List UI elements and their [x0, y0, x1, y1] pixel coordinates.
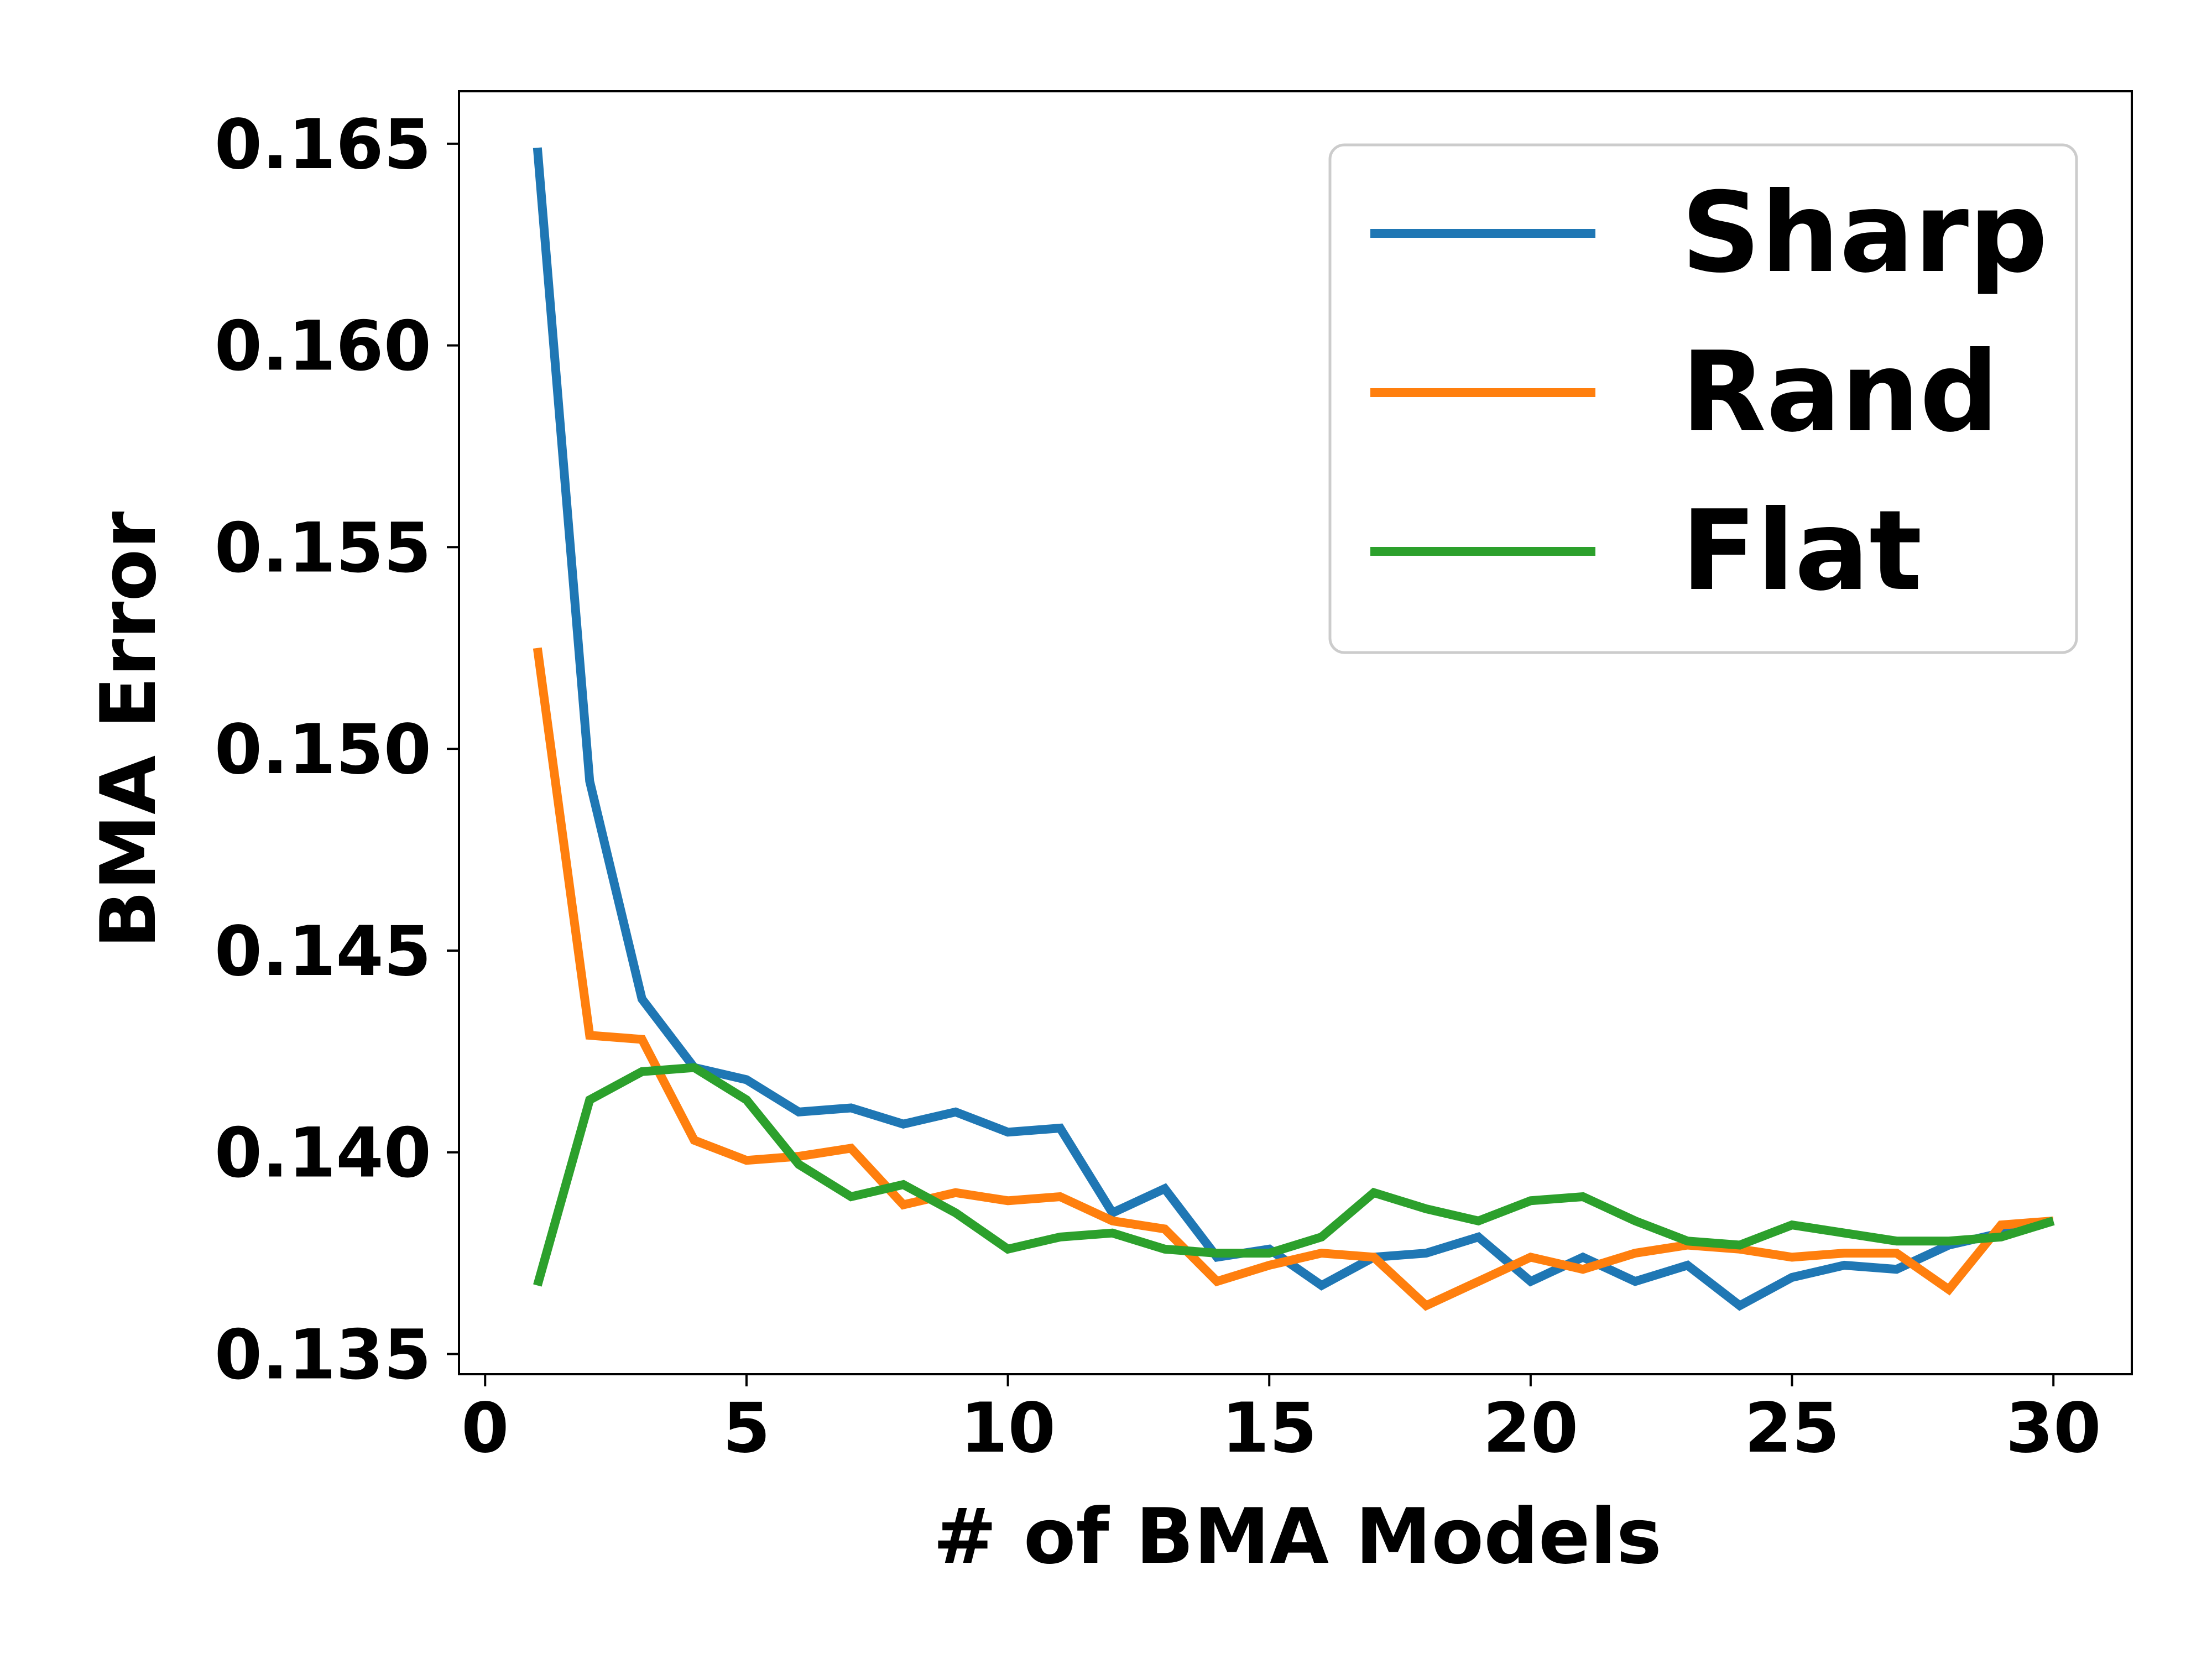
series-line-sharp [533, 147, 2055, 1311]
x-tick-label: 0 [461, 1389, 509, 1468]
plot-area [458, 90, 2133, 1375]
y-tick-label: 0.135 [215, 1316, 431, 1395]
series-line-flat [533, 1063, 2055, 1287]
x-tick-label: 5 [723, 1389, 770, 1468]
y-tick-label: 0.145 [215, 912, 431, 992]
y-tick-label: 0.150 [215, 710, 431, 790]
y-tick-label: 0.160 [215, 307, 431, 387]
legend-label-flat: Flat [1681, 487, 1922, 615]
plot-frame [458, 90, 2133, 1375]
y-axis-label: BMA Error [84, 512, 173, 949]
legend-frame [1328, 143, 2078, 654]
y-axis-ticks: 0.135 0.140 0.145 0.150 0.155 0.160 0.165 [215, 105, 459, 1395]
legend-label-sharp: Sharp [1681, 169, 2048, 298]
y-tick-label: 0.155 [215, 508, 431, 588]
y-tick-label: 0.165 [215, 105, 431, 185]
x-tick-label: 15 [1222, 1389, 1317, 1468]
legend-label-rand: Rand [1681, 328, 1999, 457]
x-tick-label: 10 [960, 1389, 1056, 1468]
legend: Sharp Rand Flat [1328, 143, 2078, 654]
y-tick-label: 0.140 [215, 1114, 431, 1193]
x-axis-ticks: 0 5 10 15 20 25 30 [461, 1374, 2101, 1468]
series-layer [533, 147, 2055, 1311]
x-axis-label: # of BMA Models [933, 1492, 1662, 1581]
x-tick-label: 30 [2006, 1389, 2101, 1468]
x-tick-label: 25 [1744, 1389, 1840, 1468]
x-tick-label: 20 [1483, 1389, 1579, 1468]
